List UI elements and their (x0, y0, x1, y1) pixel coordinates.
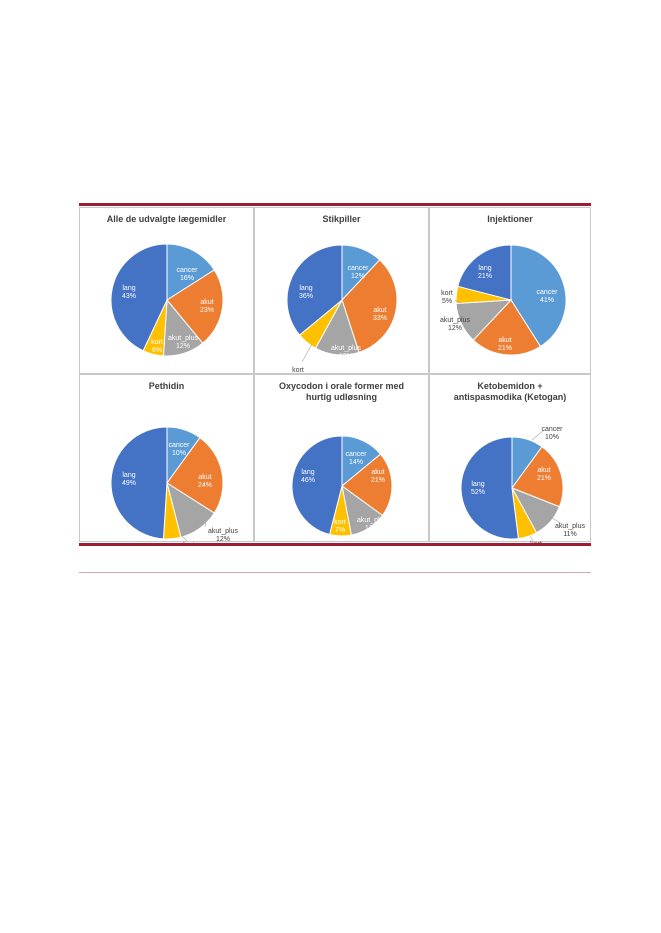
pie-slice-akut (166, 269, 224, 344)
data-label-akut-plus: akut_plus 11% (555, 523, 585, 538)
data-label-akut: akut 33% (373, 307, 387, 322)
pie-slice-lang (110, 243, 168, 352)
data-label-cancer: cancer 12% (347, 265, 369, 280)
pie-slice-lang (110, 426, 168, 540)
chart-title: Alle de udvalgte lægemidler (106, 214, 227, 224)
chart-title: Injektioner (487, 214, 533, 224)
data-label-cancer: cancer 10% (541, 426, 563, 441)
leader-line (464, 311, 474, 323)
pie-chart: cancer 16% akut 23% akut_plus 12% kort 6% lang 43… (110, 243, 224, 357)
leader-line (180, 534, 188, 542)
chart-title: Ketobemidon + antispasmodika (Ketogan) (453, 381, 567, 402)
pie-chart-panel: Alle de udvalgte lægemidler cancer 16% akut… (79, 207, 254, 374)
leader-line (551, 517, 563, 525)
pie-slice-lang (460, 436, 519, 540)
data-label-akut: akut 23% (200, 299, 214, 314)
data-label-akut: akut 21% (498, 337, 512, 352)
pie-slice-lang (457, 244, 512, 301)
data-label-lang: lang 49% (122, 472, 136, 487)
leader-line (301, 343, 313, 363)
data-label-akut: akut 21% (537, 467, 551, 482)
chart-title: Oxycodon i orale former med hurtig udløsn… (278, 381, 405, 402)
data-label-lang: lang 46% (301, 469, 315, 484)
leader-line (529, 535, 535, 543)
pie-chart-panel: Injektioner cancer 41% akut 21% akut_plus 12% k… (429, 207, 591, 374)
data-label-lang: lang 52% (471, 481, 485, 496)
data-label-akut-plus: akut_plus 12% (168, 335, 198, 350)
data-label-kort: kort 7% (334, 519, 346, 534)
pie-chart: cancer 14% akut 21% akut_plus 12% kort 7% lang 46… (291, 435, 393, 537)
data-label-lang: lang 21% (478, 265, 492, 280)
data-label-akut-plus: akut_plus 12% (357, 517, 387, 532)
pie-slice-lang (286, 244, 343, 336)
pie-chart-panel: Oxycodon i orale former med hurtig udløsn… (254, 374, 429, 542)
pie-chart-grid: Alle de udvalgte lægemidler cancer 16% akut… (79, 207, 591, 543)
data-label-lang: lang 36% (299, 285, 313, 300)
pie-chart-panel: Ketobemidon + antispasmodika (Ketogan) can… (429, 374, 591, 543)
chart-title: Stikpiller (322, 214, 361, 224)
pie-slice-akut (511, 446, 564, 508)
leader-line (454, 299, 462, 304)
data-label-akut: akut 24% (198, 474, 212, 489)
pie-slice-akut (472, 299, 542, 356)
data-label-cancer: cancer 16% (176, 267, 198, 282)
data-label-akut-plus: akut_plus 13% (331, 345, 361, 360)
data-label-akut-plus: akut_plus 12% (208, 528, 238, 543)
data-label-akut-plus: akut_plus 12% (440, 317, 470, 332)
top-rule (79, 203, 591, 206)
pie-chart-panel: Stikpiller cancer 12% akut 33% akut_plus 13%ko… (254, 207, 429, 374)
leader-line (204, 510, 208, 528)
pie-slice-akut (166, 437, 224, 514)
chart-title: Pethidin (148, 381, 185, 391)
data-label-cancer: cancer 41% (536, 289, 558, 304)
data-label-lang: lang 43% (122, 285, 136, 300)
pie-slice-cancer (166, 243, 215, 301)
pie-slice-akut (341, 453, 393, 517)
data-label-cancer: cancer 10% (168, 442, 190, 457)
bottom-rule (79, 543, 591, 546)
pie-slice-lang (291, 435, 343, 536)
data-label-cancer: cancer 14% (345, 451, 367, 466)
pie-chart: cancer 41% akut 21% akut_plus 12% kort 5% lang 21… (440, 244, 567, 356)
footer-rule (79, 572, 591, 573)
leader-line (531, 429, 545, 441)
pie-slice-akut (341, 259, 398, 353)
data-label-akut: akut 21% (371, 469, 385, 484)
